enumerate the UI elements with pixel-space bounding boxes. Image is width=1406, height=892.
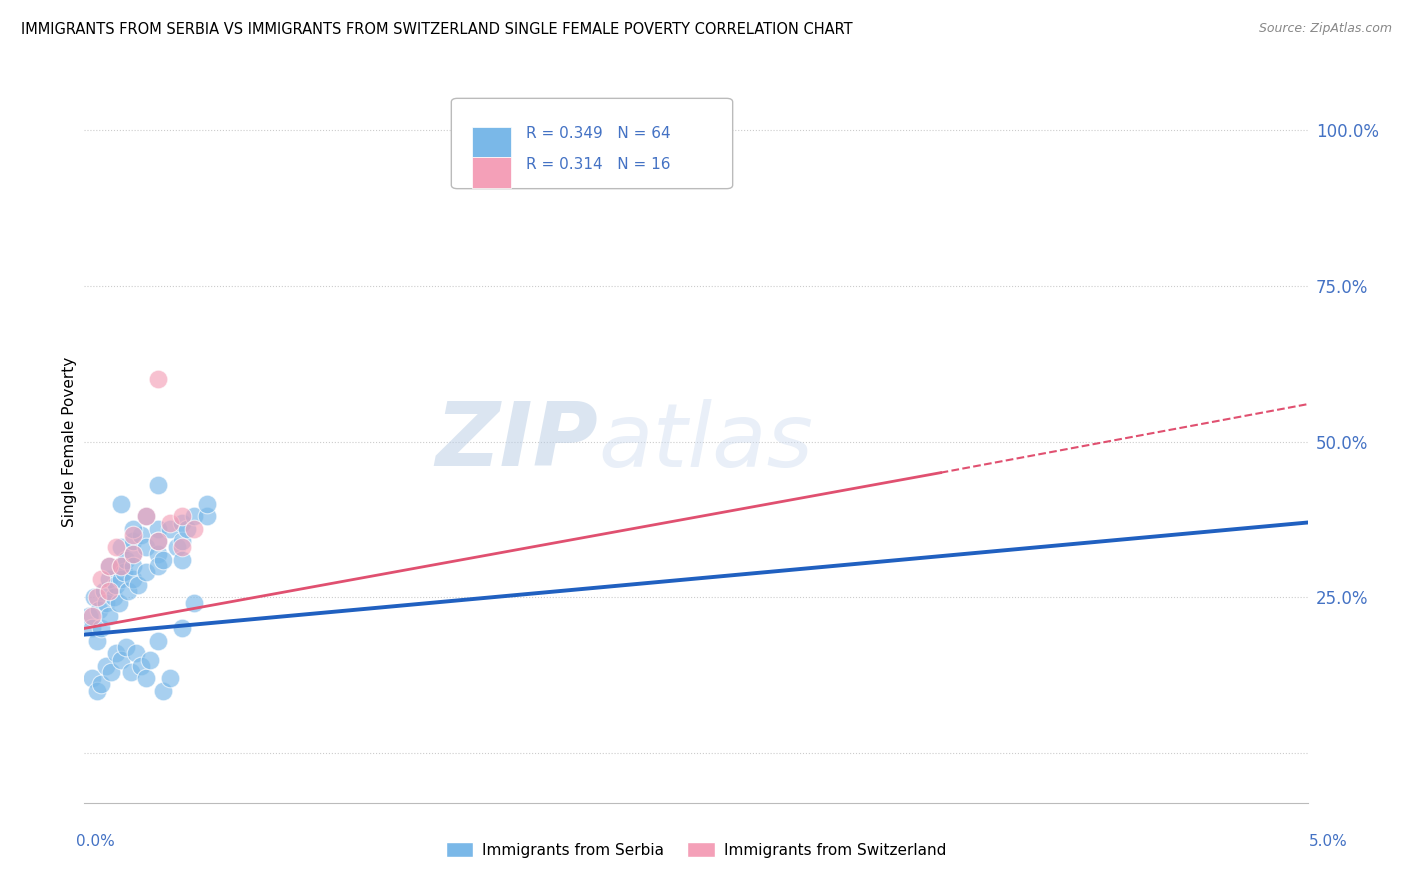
Point [122,522,145,536]
Point [176,522,198,536]
Point [129,528,152,542]
Point [97,609,120,624]
Point [83,591,105,605]
Text: IMMIGRANTS FROM SERBIA VS IMMIGRANTS FROM SWITZERLAND SINGLE FEMALE POVERTY CORR: IMMIGRANTS FROM SERBIA VS IMMIGRANTS FRO… [21,22,852,37]
Point [115,553,138,567]
Point [115,640,138,654]
Point [146,534,169,549]
Point [93,584,115,599]
Text: R = 0.349   N = 64: R = 0.349 N = 64 [526,126,671,141]
Text: Source: ZipAtlas.com: Source: ZipAtlas.com [1258,22,1392,36]
Point [122,559,145,574]
Point [97,584,120,599]
Point [146,633,169,648]
Text: 0.0%: 0.0% [76,834,115,849]
Point [172,534,194,549]
Point [90,572,112,586]
Point [152,683,174,698]
Point [120,665,142,679]
Point [103,591,125,605]
Point [122,547,145,561]
Point [105,541,128,555]
Point [129,658,152,673]
Point [183,522,205,536]
Point [146,547,169,561]
Point [139,652,162,666]
Bar [472,127,512,157]
Point [146,478,169,492]
Point [195,509,218,524]
Point [195,497,218,511]
Point [146,534,169,549]
Point [172,553,194,567]
Point [135,541,157,555]
Point [159,516,181,530]
Point [159,522,181,536]
Point [146,522,169,536]
Point [87,603,110,617]
Point [96,658,118,673]
Point [77,609,100,624]
Text: ZIP: ZIP [436,398,598,485]
Point [122,528,145,542]
Point [86,683,108,698]
Point [110,559,132,574]
Point [152,553,174,567]
Point [122,534,145,549]
Point [80,621,103,635]
Point [86,633,108,648]
Point [166,541,188,555]
Point [97,572,120,586]
Point [97,559,120,574]
Point [80,609,103,624]
Point [107,597,129,611]
Point [117,584,139,599]
Point [135,509,157,524]
Text: R = 0.314   N = 16: R = 0.314 N = 16 [526,157,671,172]
Point [122,547,145,561]
Point [110,497,132,511]
Point [159,671,181,685]
Point [183,597,205,611]
Point [112,566,135,580]
FancyBboxPatch shape [451,98,733,189]
Point [110,652,132,666]
Point [135,509,157,524]
Point [105,646,128,660]
Point [125,646,148,660]
Point [127,578,149,592]
Text: 5.0%: 5.0% [1309,834,1348,849]
Point [183,509,205,524]
Point [105,578,128,592]
Text: atlas: atlas [598,399,813,484]
Point [80,671,103,685]
Y-axis label: Single Female Poverty: Single Female Poverty [62,357,77,526]
Point [172,509,194,524]
Point [90,677,112,691]
Point [100,665,122,679]
Point [135,671,157,685]
Point [110,559,132,574]
Bar [472,157,512,187]
Point [146,372,169,386]
Point [135,566,157,580]
Point [110,572,132,586]
Legend: Immigrants from Serbia, Immigrants from Switzerland: Immigrants from Serbia, Immigrants from … [440,836,952,863]
Point [172,621,194,635]
Point [146,559,169,574]
Point [86,591,108,605]
Point [90,621,112,635]
Point [110,541,132,555]
Point [172,541,194,555]
Point [172,516,194,530]
Point [96,597,118,611]
Point [122,572,145,586]
Point [97,559,120,574]
